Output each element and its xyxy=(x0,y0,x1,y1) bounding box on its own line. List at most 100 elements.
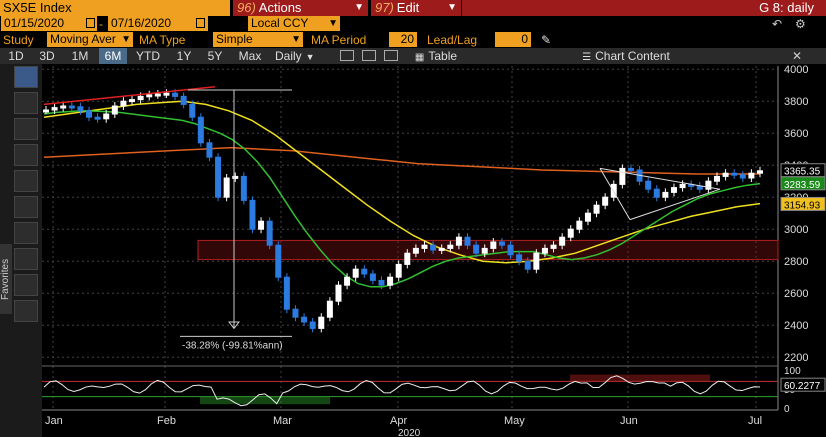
period-3d[interactable]: 3D xyxy=(39,49,55,63)
x-tick-label: Feb xyxy=(157,415,176,427)
table-icon: ▦ xyxy=(414,52,425,63)
ticker-field[interactable]: SX5E Index xyxy=(0,0,230,16)
candle xyxy=(335,284,342,302)
rsi-tick-label: 0 xyxy=(784,404,790,415)
period-5y[interactable]: 5Y xyxy=(207,49,223,63)
y-tick-label: 2200 xyxy=(784,352,808,364)
candle xyxy=(524,260,531,270)
candle xyxy=(438,247,445,251)
candle xyxy=(103,113,110,120)
candle xyxy=(602,196,609,206)
lead-lag-input[interactable]: 0 xyxy=(495,32,531,47)
y-tick-label: 2400 xyxy=(784,320,808,332)
period-6m[interactable]: 6M xyxy=(99,48,127,64)
actions-menu[interactable]: 96) Actions ▼ xyxy=(233,0,368,16)
ma-type-dropdown[interactable]: Simple ▼ xyxy=(213,32,303,47)
x-tick-label: Apr xyxy=(390,415,407,427)
period-max[interactable]: Max xyxy=(238,49,262,63)
candle xyxy=(129,99,136,103)
period-1d[interactable]: 1D xyxy=(8,49,24,63)
ma-period-input[interactable]: 20 xyxy=(389,32,417,47)
y-tick-label: 3600 xyxy=(784,128,808,140)
retracement-tool-icon[interactable] xyxy=(14,274,38,296)
triangle-line xyxy=(599,168,631,220)
candle xyxy=(197,116,204,144)
channel-tool-icon[interactable] xyxy=(14,170,38,192)
candle xyxy=(378,279,385,286)
candle xyxy=(748,172,755,179)
candle xyxy=(645,180,652,190)
chevron-down-icon: ▼ xyxy=(354,2,364,13)
candle xyxy=(559,236,566,246)
pencil-icon[interactable]: ✎ xyxy=(541,33,552,47)
rsi-overbought-fill xyxy=(570,374,710,382)
candle xyxy=(395,263,402,278)
last-value-box xyxy=(780,176,826,191)
table-label: Table xyxy=(428,49,458,63)
y-tick-label: 2800 xyxy=(784,256,808,268)
study-label: Study xyxy=(3,33,34,47)
drawdown-arrow xyxy=(227,321,241,330)
trend-line xyxy=(43,86,216,106)
edit-menu[interactable]: 97) Edit ▼ xyxy=(371,0,461,16)
actions-menu-number: 96) xyxy=(237,0,256,15)
frequency-dropdown[interactable]: Daily ▼ xyxy=(271,48,331,64)
study-dropdown[interactable]: Moving Aver ▼ xyxy=(47,32,133,47)
favorites-tab[interactable]: Favorites xyxy=(0,244,12,314)
chevron-down-icon: ▼ xyxy=(291,34,301,45)
last-value-box xyxy=(780,196,826,211)
calendar-icon[interactable] xyxy=(196,18,205,28)
undo-icon[interactable]: ↶ xyxy=(772,17,783,31)
calendar-icon[interactable] xyxy=(86,18,95,28)
ma-type-label: MA Type xyxy=(139,33,186,47)
candle xyxy=(111,105,118,115)
ray-tool-icon[interactable] xyxy=(14,222,38,244)
pointer-icon[interactable] xyxy=(14,66,38,88)
y-tick-label: 3200 xyxy=(784,192,808,204)
candle xyxy=(447,244,454,249)
bar-chart-icon[interactable] xyxy=(362,50,376,61)
currency-dropdown[interactable]: Local CCY ▼ xyxy=(248,16,340,31)
y-tick-label: 3000 xyxy=(784,224,808,236)
candle xyxy=(679,183,686,189)
candle xyxy=(60,105,67,109)
candle xyxy=(421,244,428,249)
price-tool-icon[interactable] xyxy=(14,196,38,218)
rectangle-tool-icon[interactable] xyxy=(14,248,38,270)
gear-icon[interactable]: ⚙ xyxy=(795,17,806,31)
table-button[interactable]: ▦ Table xyxy=(410,48,462,64)
horizontal-line-tool-icon[interactable] xyxy=(14,300,38,322)
end-date-input[interactable]: 07/16/2020 xyxy=(108,16,208,31)
candle xyxy=(705,180,712,190)
candle xyxy=(464,236,471,246)
candle xyxy=(172,92,179,97)
chart-content-button[interactable]: ☰ Chart Content xyxy=(576,48,676,64)
percent-tool-icon[interactable] xyxy=(14,118,38,140)
line-tool-icon[interactable] xyxy=(14,92,38,114)
candle xyxy=(567,228,574,238)
candle-chart-icon[interactable] xyxy=(384,50,398,61)
currency-label: Local CCY xyxy=(251,16,309,30)
period-1m[interactable]: 1M xyxy=(71,49,89,63)
trend-tool-icon[interactable] xyxy=(14,144,38,166)
candle xyxy=(593,204,600,214)
start-date-input[interactable]: 01/15/2020 xyxy=(1,16,97,31)
candle xyxy=(739,174,746,179)
candle xyxy=(309,321,316,329)
close-icon[interactable]: ✕ xyxy=(792,49,803,63)
line-chart-icon[interactable] xyxy=(340,50,354,61)
candle xyxy=(180,95,187,105)
candle xyxy=(455,236,462,246)
period-ytd[interactable]: YTD xyxy=(136,49,160,63)
period-1y[interactable]: 1Y xyxy=(176,49,192,63)
study-value: Moving Aver xyxy=(50,32,116,46)
candle xyxy=(94,116,101,120)
last-value-box xyxy=(780,163,826,178)
candle xyxy=(51,107,58,111)
candle xyxy=(731,172,738,176)
candle xyxy=(722,172,729,177)
x-tick-label: Jul xyxy=(748,415,762,427)
candle xyxy=(77,106,84,112)
candle xyxy=(361,268,368,275)
